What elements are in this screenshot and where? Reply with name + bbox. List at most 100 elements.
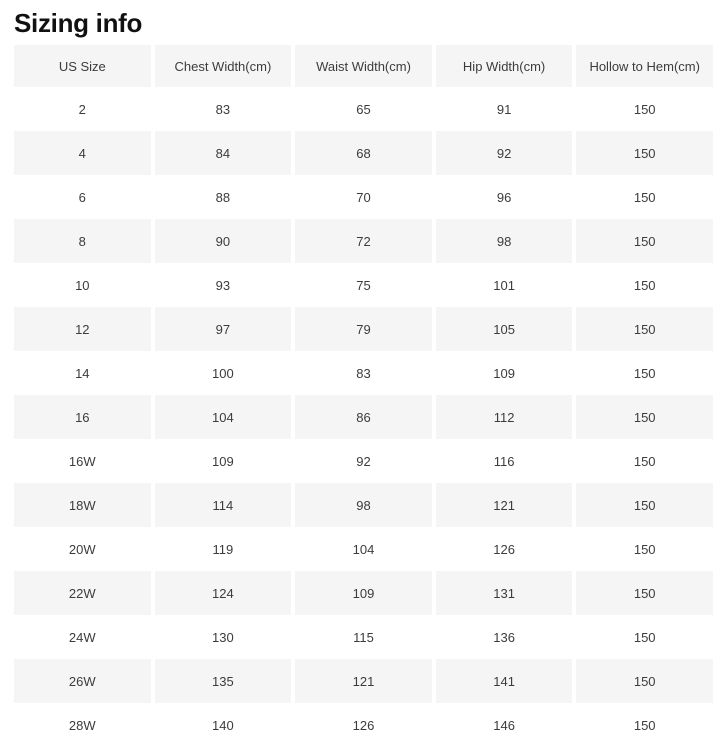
table-cell: 126 <box>435 527 573 571</box>
table-cell: 119 <box>154 527 292 571</box>
table-cell: 83 <box>295 351 432 395</box>
table-cell: 150 <box>576 615 713 659</box>
table-cell: 150 <box>576 659 713 703</box>
column-header-hip-width: Hip Width(cm) <box>435 45 573 87</box>
table-cell: 150 <box>576 219 713 263</box>
table-cell: 150 <box>576 703 713 747</box>
page-title: Sizing info <box>14 8 143 38</box>
table-cell: 104 <box>154 395 292 439</box>
table-row: 18W 114 98 121 150 <box>14 483 713 527</box>
column-header-chest-width: Chest Width(cm) <box>154 45 292 87</box>
table-cell: 26W <box>14 659 151 703</box>
table-cell: 97 <box>154 307 292 351</box>
table-cell: 2 <box>14 87 151 131</box>
table-cell: 98 <box>295 483 432 527</box>
table-cell: 65 <box>295 87 432 131</box>
table-cell: 18W <box>14 483 151 527</box>
table-row: 6 88 70 96 150 <box>14 175 713 219</box>
table-row: 26W 135 121 141 150 <box>14 659 713 703</box>
table-cell: 105 <box>435 307 573 351</box>
table-cell: 4 <box>14 131 151 175</box>
table-row: 10 93 75 101 150 <box>14 263 713 307</box>
table-cell: 150 <box>576 483 713 527</box>
table-cell: 146 <box>435 703 573 747</box>
table-row: 16 104 86 112 150 <box>14 395 713 439</box>
table-cell: 136 <box>435 615 573 659</box>
table-cell: 86 <box>295 395 432 439</box>
table-row: 2 83 65 91 150 <box>14 87 713 131</box>
column-header-hollow-to-hem: Hollow to Hem(cm) <box>576 45 713 87</box>
table-row: 12 97 79 105 150 <box>14 307 713 351</box>
sizing-table: US Size Chest Width(cm) Waist Width(cm) … <box>14 45 713 747</box>
table-cell: 16 <box>14 395 151 439</box>
table-cell: 12 <box>14 307 151 351</box>
table-cell: 150 <box>576 87 713 131</box>
table-cell: 22W <box>14 571 151 615</box>
table-row: 16W 109 92 116 150 <box>14 439 713 483</box>
table-cell: 91 <box>435 87 573 131</box>
table-cell: 126 <box>295 703 432 747</box>
column-header-waist-width: Waist Width(cm) <box>295 45 432 87</box>
table-cell: 121 <box>295 659 432 703</box>
table-body: 2 83 65 91 150 4 84 68 92 150 6 88 70 96 150 8 90 72 98 150… <box>14 87 713 747</box>
table-cell: 150 <box>576 527 713 571</box>
table-cell: 16W <box>14 439 151 483</box>
table-row: 28W 140 126 146 150 <box>14 703 713 747</box>
table-cell: 10 <box>14 263 151 307</box>
table-cell: 150 <box>576 439 713 483</box>
table-cell: 104 <box>295 527 432 571</box>
table-cell: 121 <box>435 483 573 527</box>
table-row: 8 90 72 98 150 <box>14 219 713 263</box>
column-header-us-size: US Size <box>14 45 151 87</box>
table-cell: 28W <box>14 703 151 747</box>
table-row: 4 84 68 92 150 <box>14 131 713 175</box>
table-cell: 6 <box>14 175 151 219</box>
table-cell: 79 <box>295 307 432 351</box>
table-cell: 75 <box>295 263 432 307</box>
table-cell: 150 <box>576 131 713 175</box>
table-cell: 14 <box>14 351 151 395</box>
table-cell: 72 <box>295 219 432 263</box>
table-cell: 124 <box>154 571 292 615</box>
table-row: 24W 130 115 136 150 <box>14 615 713 659</box>
table-cell: 88 <box>154 175 292 219</box>
table-cell: 135 <box>154 659 292 703</box>
table-cell: 101 <box>435 263 573 307</box>
table-cell: 109 <box>154 439 292 483</box>
table-cell: 109 <box>295 571 432 615</box>
table-cell: 112 <box>435 395 573 439</box>
table-cell: 70 <box>295 175 432 219</box>
table-cell: 24W <box>14 615 151 659</box>
table-cell: 84 <box>154 131 292 175</box>
table-cell: 150 <box>576 395 713 439</box>
table-cell: 150 <box>576 307 713 351</box>
table-row: 14 100 83 109 150 <box>14 351 713 395</box>
table-cell: 68 <box>295 131 432 175</box>
table-cell: 20W <box>14 527 151 571</box>
table-cell: 115 <box>295 615 432 659</box>
table-cell: 150 <box>576 571 713 615</box>
table-cell: 83 <box>154 87 292 131</box>
table-cell: 92 <box>435 131 573 175</box>
table-cell: 109 <box>435 351 573 395</box>
table-row: 22W 124 109 131 150 <box>14 571 713 615</box>
table-cell: 141 <box>435 659 573 703</box>
table-cell: 114 <box>154 483 292 527</box>
table-cell: 90 <box>154 219 292 263</box>
table-cell: 140 <box>154 703 292 747</box>
table-header-row: US Size Chest Width(cm) Waist Width(cm) … <box>14 45 713 87</box>
table-cell: 8 <box>14 219 151 263</box>
table-cell: 150 <box>576 351 713 395</box>
table-cell: 116 <box>435 439 573 483</box>
table-cell: 150 <box>576 263 713 307</box>
table-cell: 100 <box>154 351 292 395</box>
table-cell: 131 <box>435 571 573 615</box>
table-cell: 92 <box>295 439 432 483</box>
table-cell: 96 <box>435 175 573 219</box>
table-row: 20W 119 104 126 150 <box>14 527 713 571</box>
table-cell: 150 <box>576 175 713 219</box>
table-cell: 130 <box>154 615 292 659</box>
table-cell: 98 <box>435 219 573 263</box>
table-cell: 93 <box>154 263 292 307</box>
